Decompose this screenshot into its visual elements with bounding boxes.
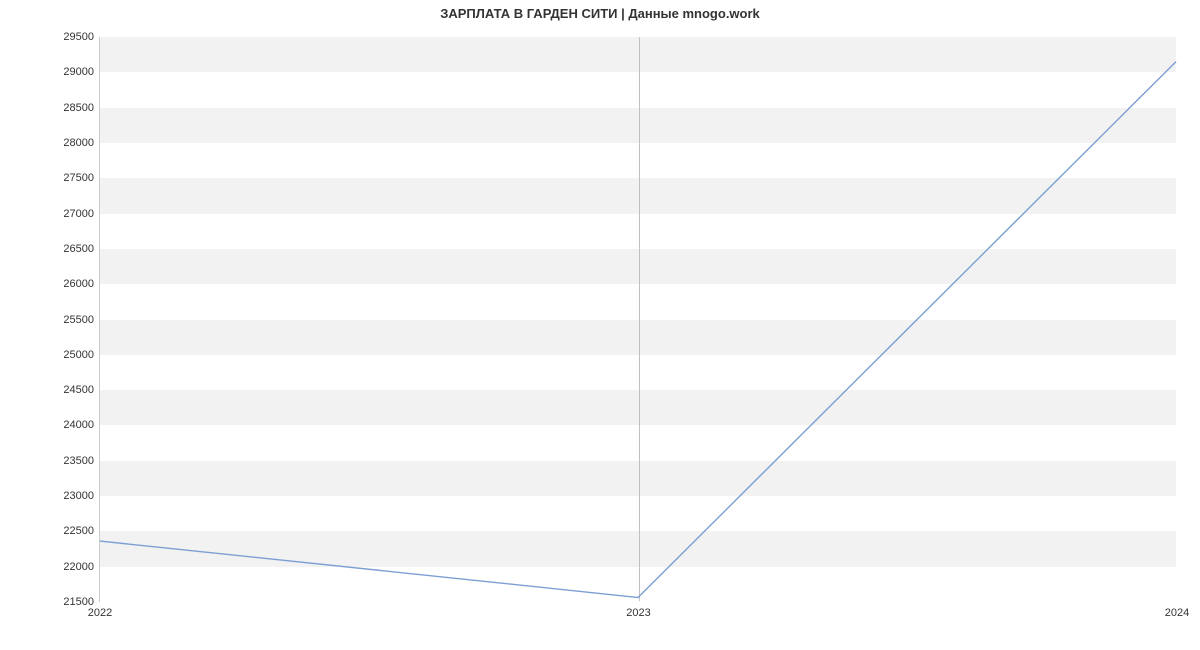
y-tick-label: 26000 <box>63 278 100 290</box>
y-tick-label: 28500 <box>63 102 100 114</box>
y-tick-label: 23500 <box>63 455 100 467</box>
x-tick-label: 2024 <box>1165 601 1189 619</box>
y-tick-label: 25500 <box>63 314 100 326</box>
x-tick-label: 2022 <box>88 601 112 619</box>
x-tick-label: 2023 <box>626 601 650 619</box>
y-tick-label: 22000 <box>63 561 100 573</box>
y-tick-label: 22500 <box>63 525 100 537</box>
y-tick-label: 27500 <box>63 172 100 184</box>
y-tick-label: 28000 <box>63 137 100 149</box>
y-tick-label: 27000 <box>63 208 100 220</box>
y-tick-label: 24000 <box>63 419 100 431</box>
series-line-salary <box>100 62 1176 598</box>
y-tick-label: 29000 <box>63 66 100 78</box>
y-tick-label: 23000 <box>63 490 100 502</box>
y-tick-label: 25000 <box>63 349 100 361</box>
chart-title: ЗАРПЛАТА В ГАРДЕН СИТИ | Данные mnogo.wo… <box>0 6 1200 21</box>
salary-line-chart: ЗАРПЛАТА В ГАРДЕН СИТИ | Данные mnogo.wo… <box>0 0 1200 650</box>
line-layer <box>100 37 1176 601</box>
y-tick-label: 29500 <box>63 31 100 43</box>
plot-area: 2150022000225002300023500240002450025000… <box>99 37 1176 602</box>
y-tick-label: 26500 <box>63 243 100 255</box>
y-tick-label: 24500 <box>63 384 100 396</box>
